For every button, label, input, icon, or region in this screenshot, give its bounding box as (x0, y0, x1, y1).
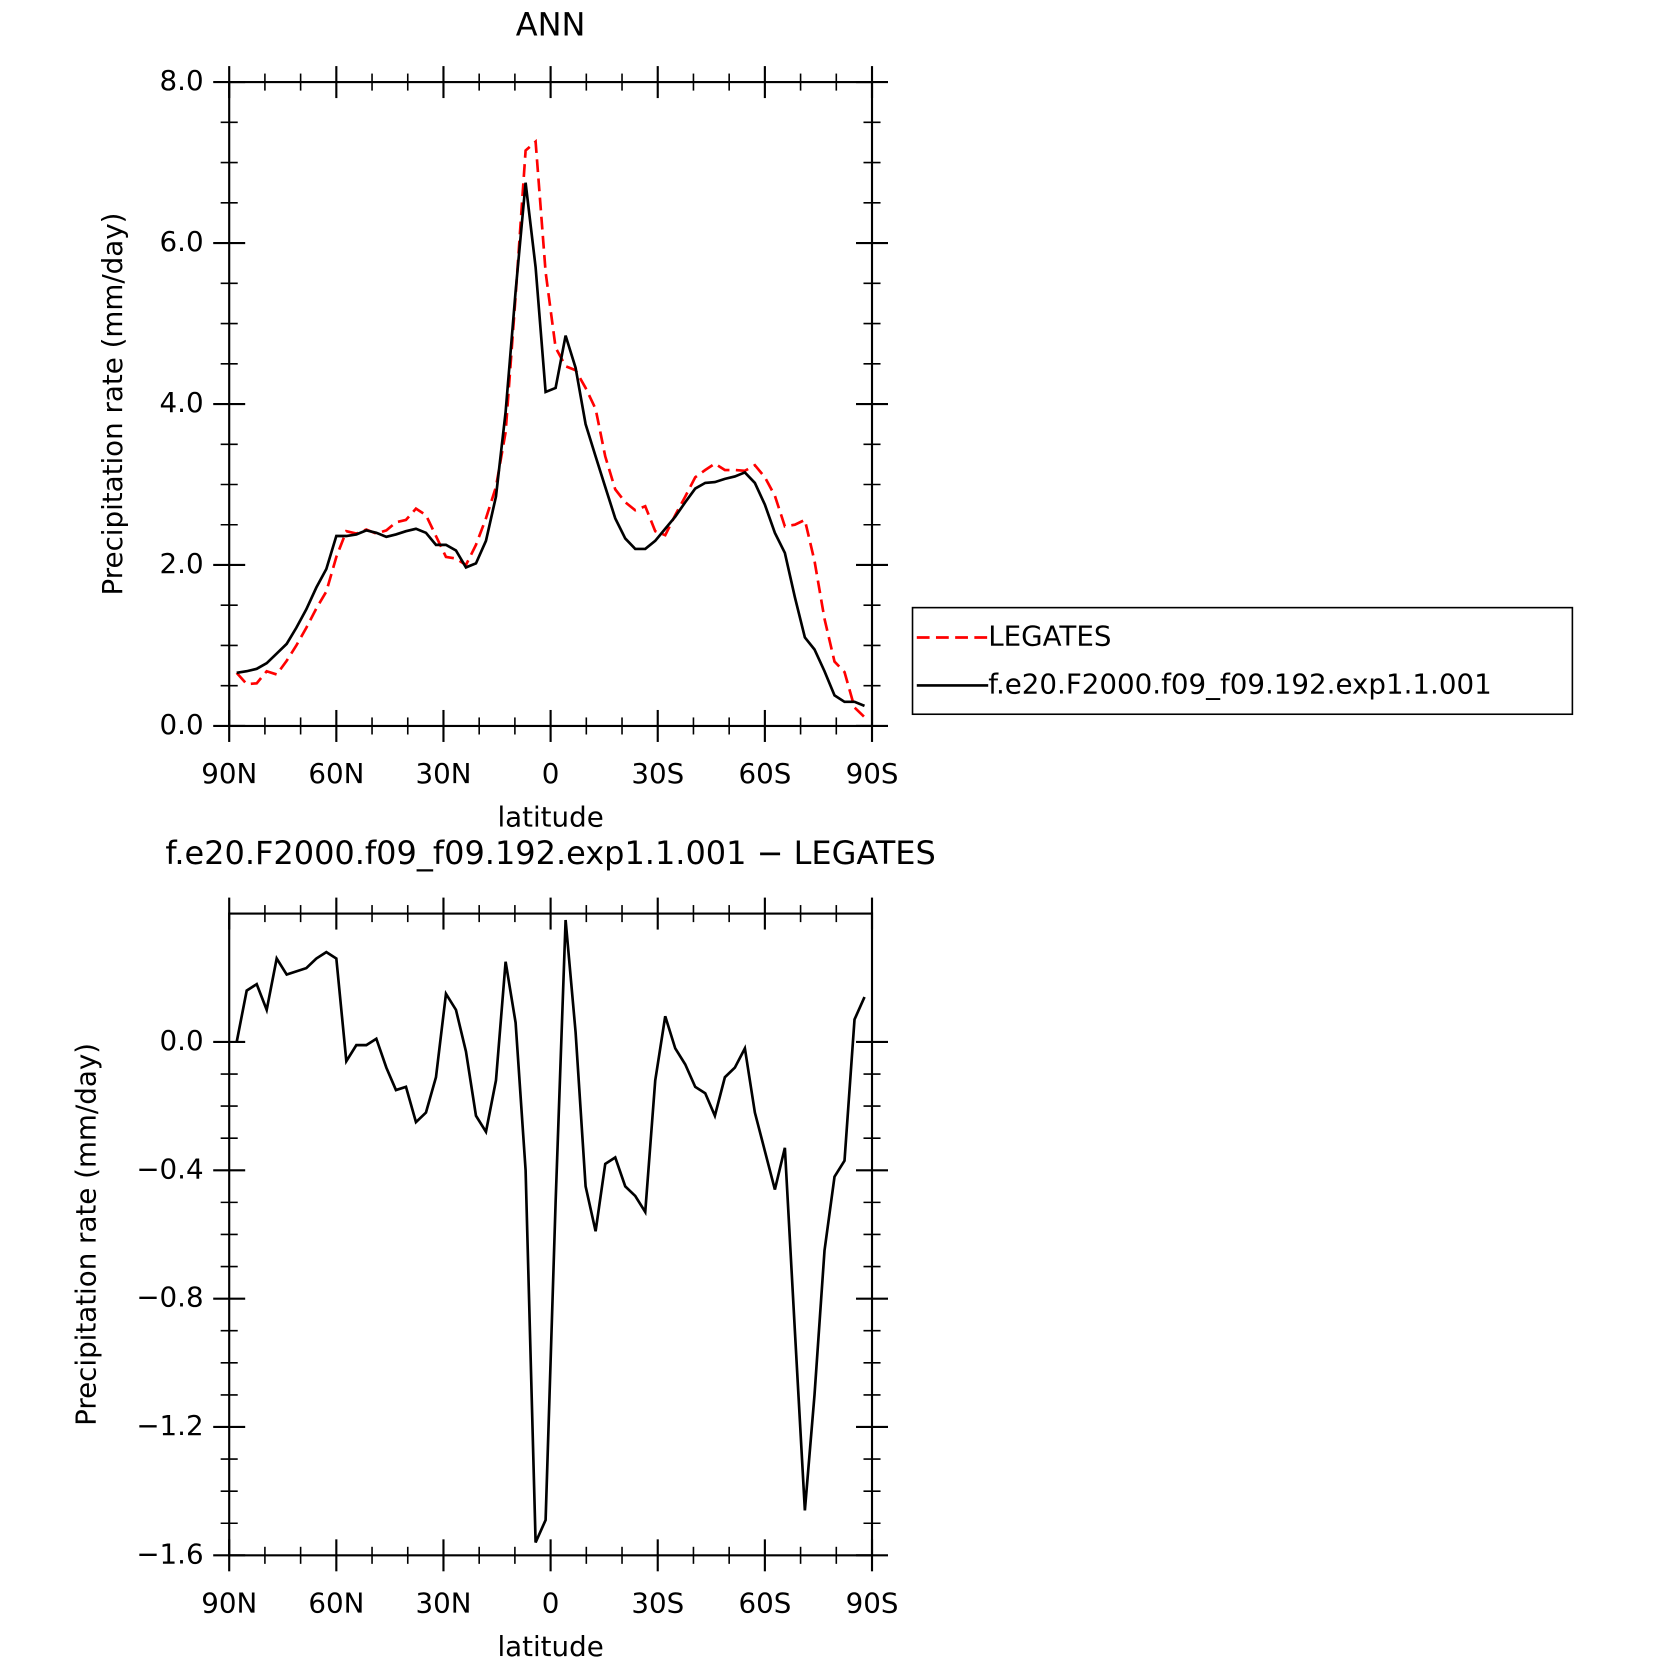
x-tick-label: 90S (846, 757, 899, 790)
x-tick-label: 60N (308, 757, 364, 790)
legend-label: LEGATES (988, 619, 1111, 652)
legend-box (911, 606, 1574, 716)
x-tick-label: 90N (201, 757, 257, 790)
x-tick-label: 30S (631, 1586, 684, 1619)
y-axis-label: Precipitation rate (mm/day) (96, 213, 129, 596)
y-tick-label: −0.8 (136, 1281, 203, 1314)
y-tick-label: 0.0 (160, 708, 204, 741)
y-tick-label: −0.4 (136, 1152, 203, 1185)
x-tick-label: 30S (631, 757, 684, 790)
y-tick-label: 6.0 (160, 225, 204, 258)
y-axis-label: Precipitation rate (mm/day) (69, 1043, 102, 1426)
x-tick-label: 30N (415, 757, 471, 790)
x-tick-label: 90N (201, 1586, 257, 1619)
x-tick-label: 60S (738, 757, 791, 790)
x-tick-label: 60N (308, 1586, 364, 1619)
chart-title: f.e20.F2000.f09_f09.192.exp1.1.001 − LEG… (165, 834, 935, 872)
chart-title: ANN (516, 6, 586, 44)
data-line (236, 182, 866, 708)
x-tick-label: 60S (738, 1586, 791, 1619)
x-tick-label: 0 (542, 1586, 560, 1619)
y-tick-label: 0.0 (160, 1024, 204, 1057)
y-tick-label: −1.6 (136, 1537, 203, 1570)
data-line (235, 919, 866, 1544)
y-tick-label: −1.2 (136, 1409, 203, 1442)
y-tick-label: 8.0 (160, 64, 204, 97)
plot-frame (228, 81, 874, 728)
x-tick-label: 90S (846, 1586, 899, 1619)
x-axis-label: latitude (497, 801, 603, 834)
x-tick-label: 0 (542, 757, 560, 790)
x-tick-label: 30N (415, 1586, 471, 1619)
data-line (235, 138, 866, 719)
y-tick-label: 2.0 (160, 547, 204, 580)
y-tick-label: 4.0 (160, 386, 204, 419)
plot-frame (228, 912, 874, 1557)
legend-label: f.e20.F2000.f09_f09.192.exp1.1.001 (988, 667, 1492, 700)
x-axis-label: latitude (497, 1630, 603, 1663)
